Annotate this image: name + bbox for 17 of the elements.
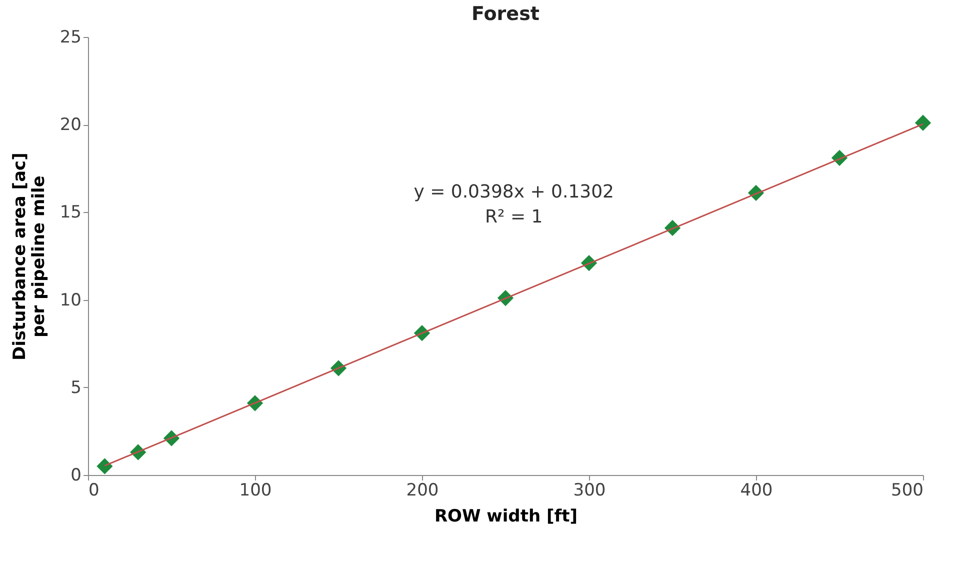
x-tick-label: 0 (88, 480, 100, 500)
y-tick-label: 25 (60, 28, 82, 48)
x-axis-title: ROW width [ft] (434, 506, 578, 526)
y-tick-label: 5 (70, 378, 82, 398)
x-tick-label: 400 (740, 480, 773, 500)
x-tick-label: 100 (239, 480, 272, 500)
x-tick-label: 500 (891, 480, 924, 500)
y-tick-label: 15 (60, 202, 82, 223)
y-tick-label: 20 (60, 115, 82, 136)
chart-title: Forest (472, 3, 540, 25)
y-tick-label: 0 (70, 466, 82, 486)
y-axis-title: Disturbance area [ac] per pipeline mile (10, 152, 49, 360)
annotation: R² = 1 (485, 206, 543, 228)
x-tick-label: 300 (573, 480, 606, 500)
annotation: y = 0.0398x + 0.1302 (414, 181, 614, 202)
y-tick-label: 10 (60, 290, 82, 310)
x-tick-label: 200 (406, 480, 439, 500)
